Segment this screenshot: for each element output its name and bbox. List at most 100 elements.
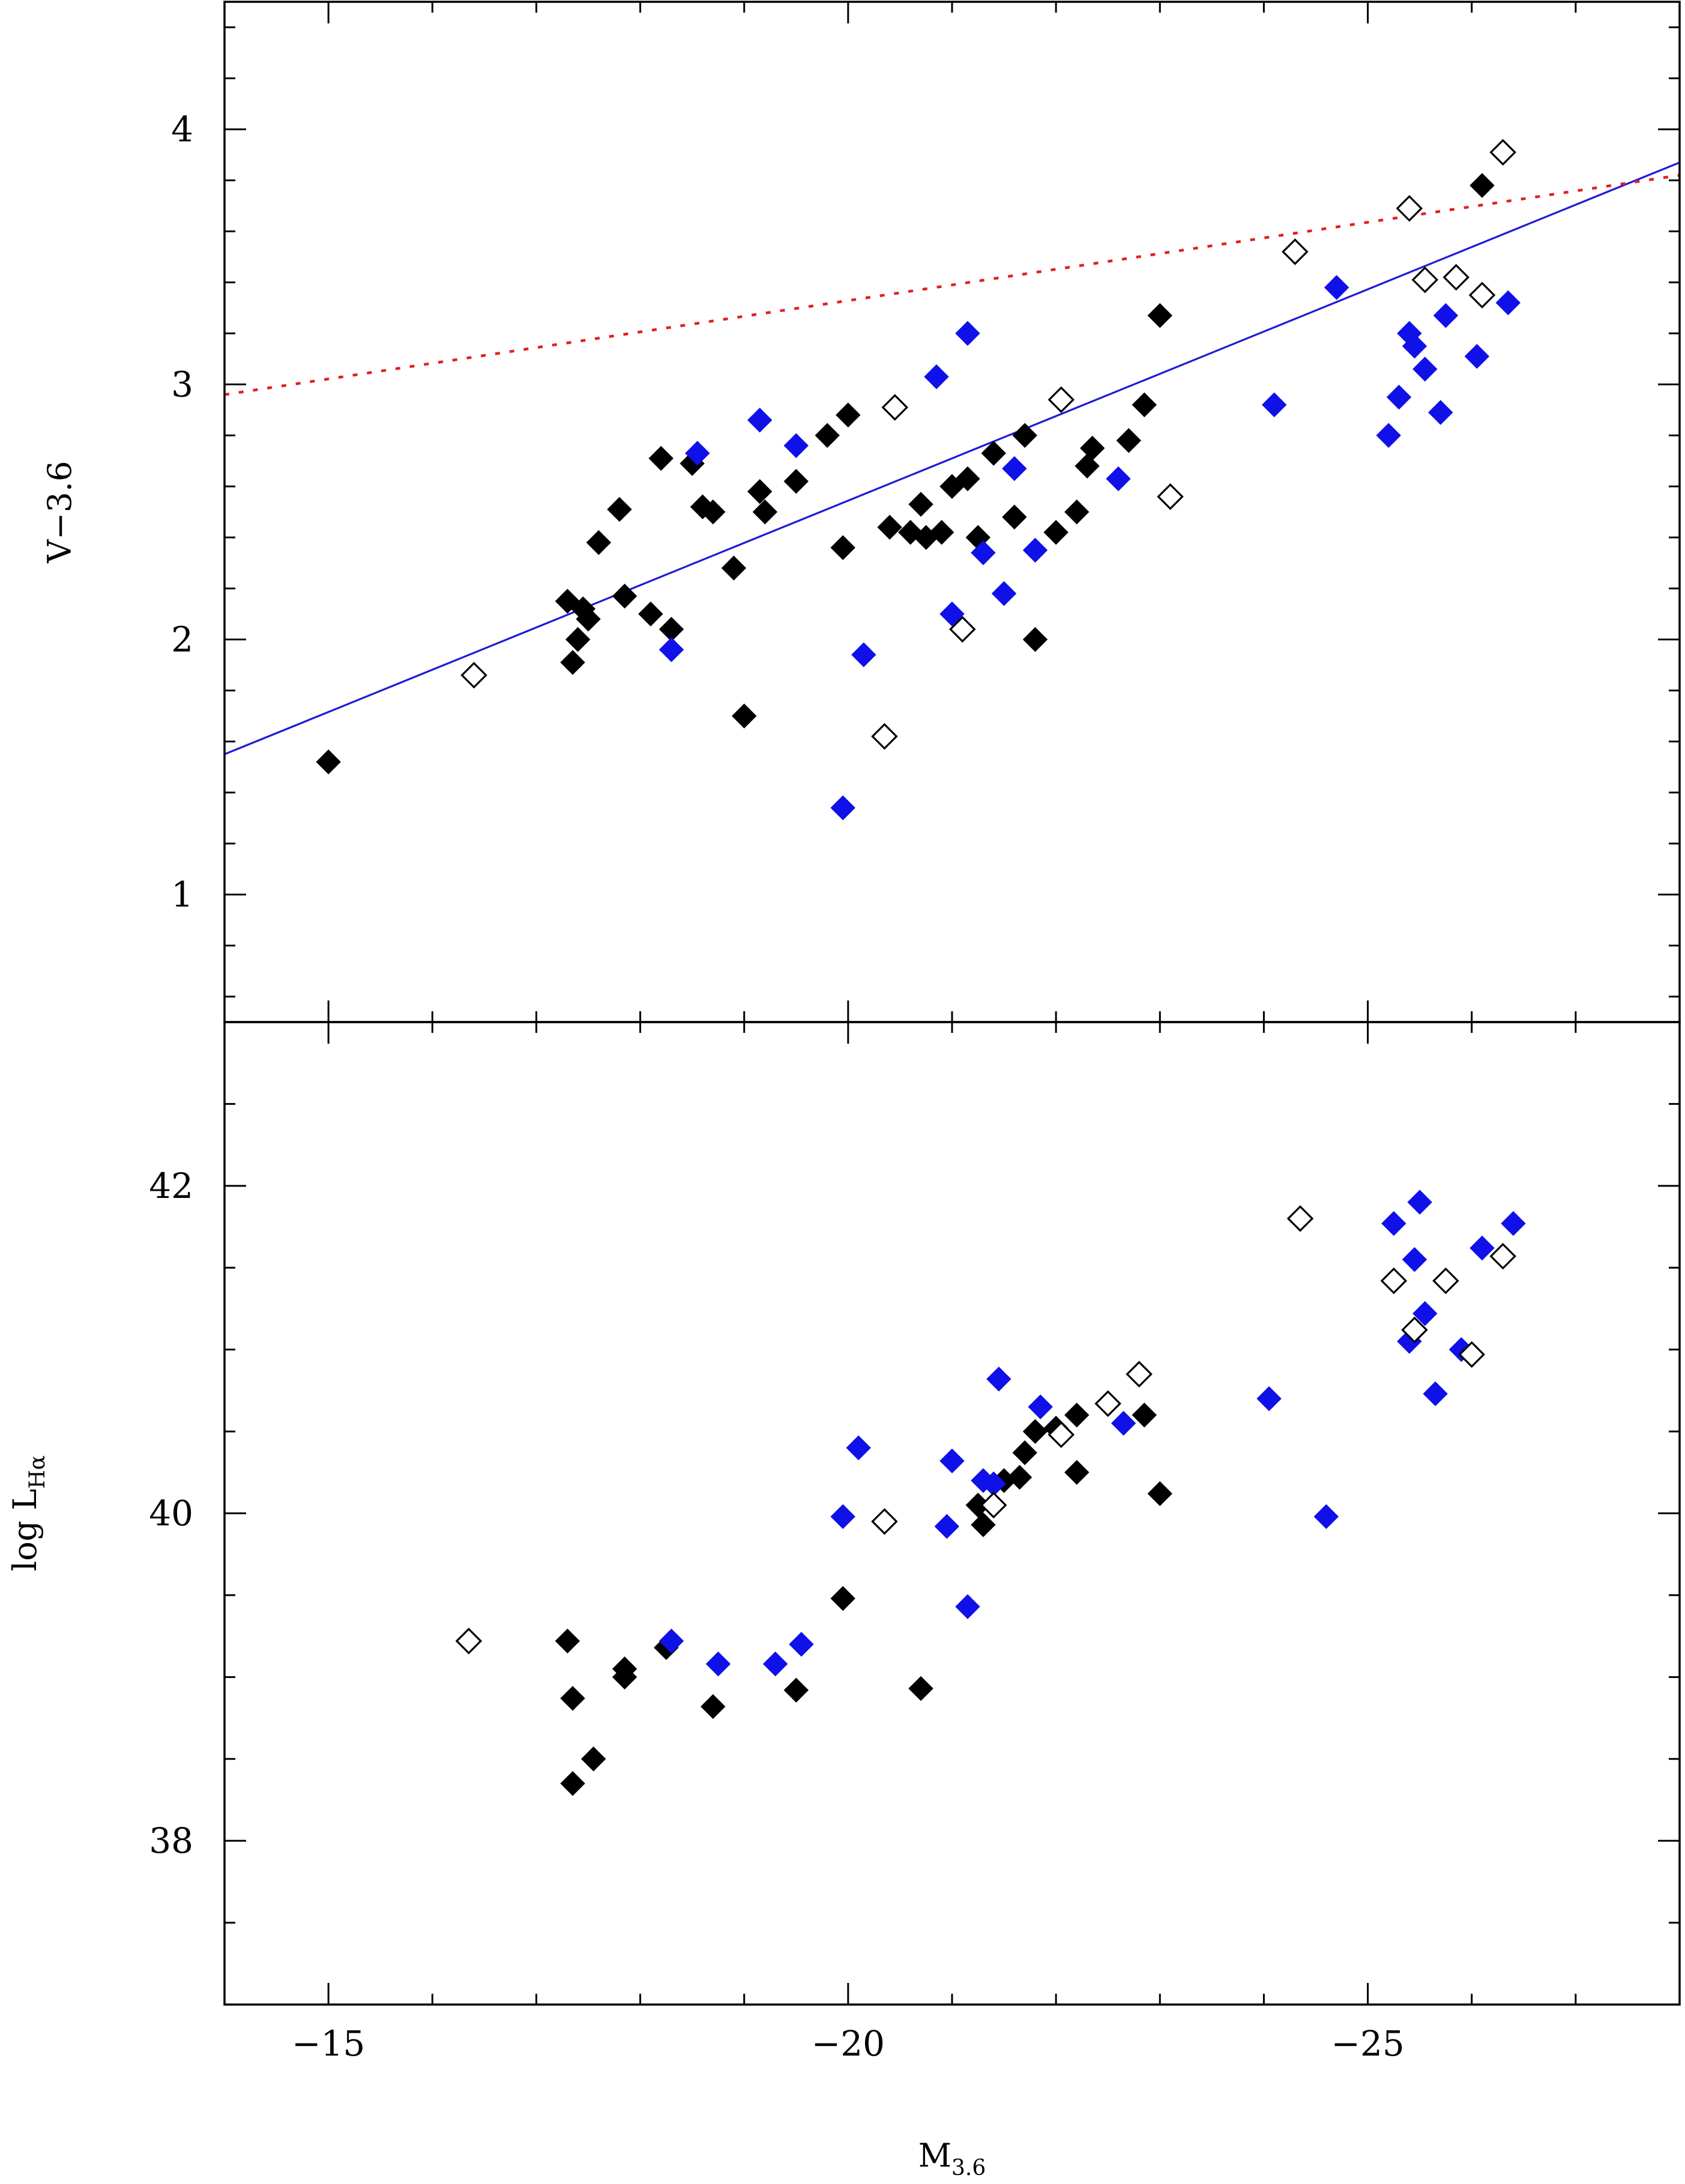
data-point-filled-diamond — [1386, 385, 1412, 410]
data-point-open-diamond — [1157, 483, 1184, 510]
data-point-filled-diamond — [1423, 1381, 1448, 1407]
data-point-open-diamond — [980, 1491, 1007, 1519]
data-point-open-diamond — [1401, 1316, 1428, 1344]
data-point-filled-diamond — [939, 1448, 965, 1473]
x-tick-label: −20 — [812, 2023, 885, 2064]
data-point-filled-diamond — [565, 627, 591, 652]
data-point-open-diamond — [1442, 263, 1470, 291]
data-point-filled-diamond — [1116, 428, 1142, 453]
data-point-filled-diamond — [929, 520, 954, 545]
data-point-filled-diamond — [1412, 356, 1438, 382]
bottom-panel-ticks — [223, 1021, 1681, 2006]
data-point-open-diamond — [1458, 1341, 1485, 1368]
data-point-open-diamond — [1282, 238, 1309, 265]
data-point-filled-diamond — [1012, 1440, 1037, 1466]
top-panel-ticks — [223, 2, 1681, 1022]
data-point-filled-diamond — [908, 492, 933, 517]
bottom-panel-y-tick-labels: 38 40 42 — [149, 1166, 193, 1861]
data-point-filled-diamond — [1132, 1403, 1157, 1428]
data-point-filled-diamond — [1381, 1211, 1406, 1236]
data-point-filled-diamond — [986, 1367, 1011, 1392]
data-point-open-diamond — [1094, 1390, 1121, 1417]
data-point-open-diamond — [1126, 1361, 1153, 1388]
data-point-open-diamond — [871, 1508, 898, 1535]
data-point-filled-diamond — [1464, 344, 1490, 369]
x-tick-label: −25 — [1331, 2023, 1404, 2064]
data-point-filled-diamond — [1376, 423, 1401, 448]
data-point-filled-diamond — [612, 583, 638, 609]
data-point-filled-diamond — [924, 364, 949, 390]
data-point-filled-diamond — [1007, 1464, 1032, 1490]
y-tick-label: 42 — [149, 1166, 193, 1206]
data-point-filled-diamond — [1064, 1403, 1090, 1428]
data-point-filled-diamond — [955, 466, 980, 492]
top-panel-points — [316, 139, 1521, 820]
data-point-filled-diamond — [1064, 1460, 1090, 1485]
data-point-filled-diamond — [1080, 436, 1105, 461]
data-point-open-diamond — [460, 661, 487, 689]
data-point-filled-diamond — [1022, 627, 1048, 652]
data-point-filled-diamond — [1106, 466, 1131, 492]
data-point-filled-diamond — [830, 795, 855, 820]
y-tick-label: 3 — [171, 364, 193, 405]
data-point-open-diamond — [1047, 386, 1075, 414]
data-point-filled-diamond — [685, 441, 710, 466]
x-axis-label-main: M — [918, 2137, 951, 2174]
data-point-filled-diamond — [1407, 1190, 1432, 1215]
data-point-filled-diamond — [1002, 504, 1027, 530]
data-point-filled-diamond — [586, 530, 612, 555]
data-point-filled-diamond — [752, 499, 778, 525]
y-axis-label-subscript: Hα — [25, 1455, 50, 1489]
data-point-filled-diamond — [659, 1628, 684, 1654]
data-point-filled-diamond — [971, 540, 996, 565]
y-tick-label: 4 — [171, 109, 193, 150]
data-point-filled-diamond — [789, 1632, 814, 1657]
data-point-filled-diamond — [555, 1628, 580, 1654]
data-point-filled-diamond — [1002, 456, 1027, 481]
data-point-filled-diamond — [1256, 1386, 1282, 1412]
y-tick-label: 40 — [149, 1493, 193, 1534]
y-axis-label-main: log L — [6, 1489, 44, 1571]
data-point-open-diamond — [1047, 1421, 1075, 1448]
data-point-filled-diamond — [560, 1686, 585, 1711]
data-point-filled-diamond — [830, 1586, 855, 1611]
data-point-open-diamond — [1468, 281, 1496, 309]
data-point-filled-diamond — [659, 637, 684, 663]
data-point-filled-diamond — [316, 749, 341, 775]
data-point-filled-diamond — [1262, 392, 1287, 418]
x-axis-label-subscript: 3.6 — [951, 2156, 986, 2180]
data-point-filled-diamond — [1075, 453, 1100, 479]
y-tick-label: 2 — [171, 619, 193, 660]
data-point-filled-diamond — [576, 606, 601, 632]
data-point-filled-diamond — [851, 642, 876, 667]
bottom-panel-points — [455, 1190, 1526, 1796]
data-point-filled-diamond — [1028, 1394, 1053, 1419]
data-point-filled-diamond — [971, 1512, 996, 1538]
data-point-filled-diamond — [846, 1435, 871, 1461]
data-point-filled-diamond — [1064, 499, 1090, 525]
data-point-filled-diamond — [747, 408, 773, 433]
data-point-open-diamond — [871, 723, 898, 750]
data-point-filled-diamond — [1147, 303, 1172, 328]
data-point-filled-diamond — [783, 1677, 809, 1703]
y-tick-label: 38 — [149, 1820, 193, 1861]
data-point-filled-diamond — [1469, 173, 1495, 198]
data-point-filled-diamond — [783, 469, 809, 494]
data-point-filled-diamond — [762, 1651, 788, 1677]
data-point-filled-diamond — [955, 1594, 980, 1619]
data-point-filled-diamond — [705, 1651, 731, 1677]
data-point-filled-diamond — [830, 1504, 855, 1529]
data-point-open-diamond — [1411, 266, 1439, 293]
data-point-open-diamond — [1432, 1267, 1459, 1295]
data-point-filled-diamond — [955, 320, 980, 346]
data-point-open-diamond — [1396, 194, 1423, 222]
data-point-filled-diamond — [1022, 1419, 1048, 1444]
data-point-filled-diamond — [1147, 1481, 1172, 1506]
data-point-filled-diamond — [815, 423, 840, 448]
solid-fit-line — [225, 161, 1680, 756]
data-point-filled-diamond — [939, 601, 965, 627]
data-point-open-diamond — [1286, 1205, 1314, 1232]
data-point-filled-diamond — [934, 1514, 960, 1539]
dotted-reference-line — [225, 173, 1680, 396]
